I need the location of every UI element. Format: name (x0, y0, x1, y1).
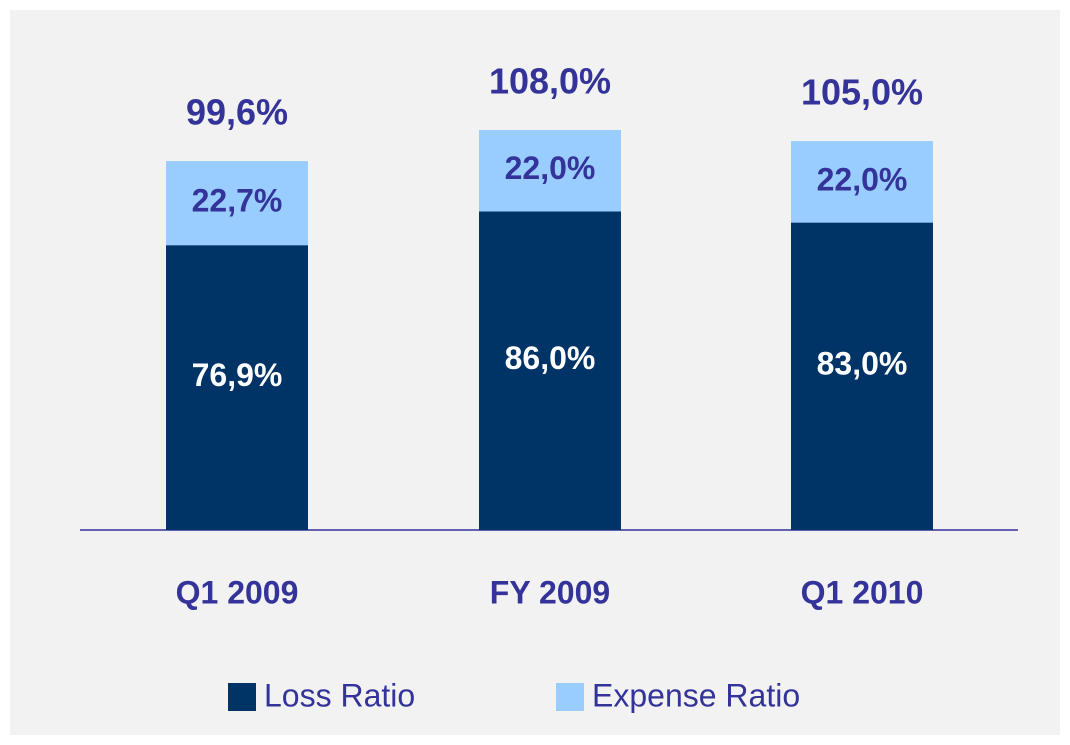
value-label: 22,0% (505, 150, 596, 186)
value-label: 22,7% (192, 183, 283, 219)
bar-segment (791, 141, 933, 223)
total-label: 108,0% (489, 61, 611, 102)
bar-segment (479, 211, 621, 530)
total-label: 99,6% (186, 92, 288, 133)
total-label: 105,0% (801, 72, 923, 113)
legend-swatch (556, 683, 584, 711)
bar-segment (479, 130, 621, 212)
value-label: 86,0% (505, 340, 596, 376)
bar-segment (791, 222, 933, 530)
value-label: 83,0% (817, 346, 908, 382)
legend-swatch (228, 683, 256, 711)
legend-label: Loss Ratio (264, 677, 415, 713)
x-tick-label: Q1 2010 (801, 574, 924, 610)
x-tick-label: FY 2009 (490, 574, 610, 610)
bar-segment (166, 161, 308, 246)
x-tick-label: Q1 2009 (176, 574, 299, 610)
value-label: 22,0% (817, 161, 908, 197)
value-label: 76,9% (192, 357, 283, 393)
bar-segment (166, 245, 308, 530)
legend-label: Expense Ratio (592, 677, 800, 713)
